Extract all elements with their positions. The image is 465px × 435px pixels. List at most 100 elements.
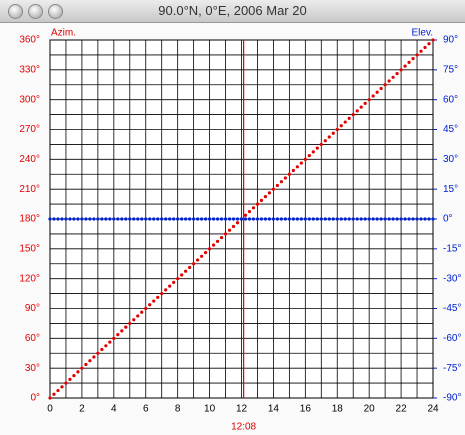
data-point — [395, 71, 399, 76]
y2-tick-label: 75° — [443, 64, 458, 75]
data-point — [311, 150, 315, 154]
data-point — [295, 217, 299, 221]
data-point — [120, 217, 124, 221]
x-tick-label: 8 — [175, 404, 181, 415]
data-point — [48, 217, 52, 221]
data-point — [200, 217, 204, 221]
data-point — [419, 49, 423, 53]
data-point — [259, 198, 264, 202]
data-point — [219, 236, 224, 240]
y-tick-label: 150° — [19, 243, 40, 254]
data-point — [423, 217, 427, 221]
data-point — [427, 217, 431, 221]
y-tick-label: 0° — [30, 393, 40, 404]
data-point — [339, 124, 343, 128]
y-tick-label: 270° — [19, 124, 40, 135]
data-point — [283, 217, 287, 221]
data-point — [116, 217, 120, 221]
data-point — [84, 362, 88, 367]
data-point — [327, 217, 331, 221]
data-point — [307, 154, 311, 158]
data-point — [92, 355, 96, 359]
data-point — [355, 217, 359, 221]
x-tick-label: 16 — [300, 404, 312, 415]
data-point — [64, 381, 68, 385]
data-point — [323, 217, 327, 221]
data-point — [200, 254, 204, 258]
title-bar: 90.0°N, 0°E, 2006 Mar 20 — [0, 0, 465, 23]
data-point — [56, 388, 60, 393]
data-point — [124, 217, 128, 221]
close-button[interactable] — [8, 4, 23, 19]
y2-tick-label: 0° — [443, 214, 453, 225]
zoom-button[interactable] — [48, 4, 63, 19]
data-point — [184, 269, 188, 273]
data-point — [335, 217, 339, 221]
data-point — [303, 217, 307, 221]
data-point — [203, 217, 208, 221]
data-point — [423, 45, 427, 50]
data-point — [48, 396, 52, 400]
data-point — [156, 295, 160, 299]
data-point — [339, 217, 343, 221]
data-point — [144, 306, 148, 311]
minimize-button[interactable] — [28, 4, 43, 19]
data-point — [347, 116, 351, 120]
data-point — [275, 217, 280, 221]
data-point — [315, 146, 319, 150]
data-point — [164, 217, 168, 221]
data-point — [331, 217, 335, 221]
data-point — [223, 217, 228, 221]
data-point — [363, 101, 367, 105]
data-point — [88, 217, 92, 221]
data-point — [411, 217, 415, 221]
data-point — [168, 217, 172, 221]
data-point — [379, 217, 383, 221]
data-point — [279, 217, 283, 221]
data-point — [391, 217, 395, 221]
x-tick-label: 22 — [396, 404, 408, 415]
data-point — [72, 374, 76, 378]
data-point — [267, 217, 272, 221]
data-point — [176, 217, 180, 221]
data-point — [152, 217, 156, 221]
y-tick-label: 240° — [19, 154, 40, 165]
y-axis-label: Azim. — [51, 28, 76, 39]
data-point — [419, 217, 423, 221]
data-point — [160, 217, 164, 221]
data-point — [263, 217, 268, 221]
data-point — [108, 217, 112, 221]
data-point — [164, 288, 168, 292]
data-point — [327, 135, 331, 139]
y2-tick-label: -90° — [443, 393, 461, 404]
data-point — [80, 366, 84, 370]
data-point — [247, 209, 252, 214]
y2-tick-label: -75° — [443, 363, 461, 374]
data-point — [359, 105, 363, 109]
data-point — [255, 202, 260, 206]
data-point — [64, 217, 68, 221]
data-point — [148, 217, 152, 221]
x-tick-label: 2 — [79, 404, 85, 415]
x-tick-label: 4 — [111, 404, 117, 415]
time-cursor-label: 12:08 — [231, 422, 256, 433]
data-point — [231, 224, 236, 229]
data-point — [160, 291, 164, 296]
data-point — [168, 284, 172, 288]
y2-tick-label: -60° — [443, 333, 461, 344]
data-point — [343, 120, 347, 124]
data-point — [295, 165, 299, 169]
data-point — [343, 217, 347, 221]
data-point — [395, 217, 399, 221]
data-point — [140, 310, 144, 314]
data-point — [108, 340, 112, 344]
data-point — [427, 42, 431, 46]
data-point — [68, 377, 72, 381]
data-point — [196, 217, 200, 221]
x-tick-label: 20 — [364, 404, 376, 415]
data-point — [287, 172, 291, 176]
data-point — [140, 217, 144, 221]
y-tick-label: 90° — [25, 303, 40, 314]
data-point — [355, 109, 359, 113]
